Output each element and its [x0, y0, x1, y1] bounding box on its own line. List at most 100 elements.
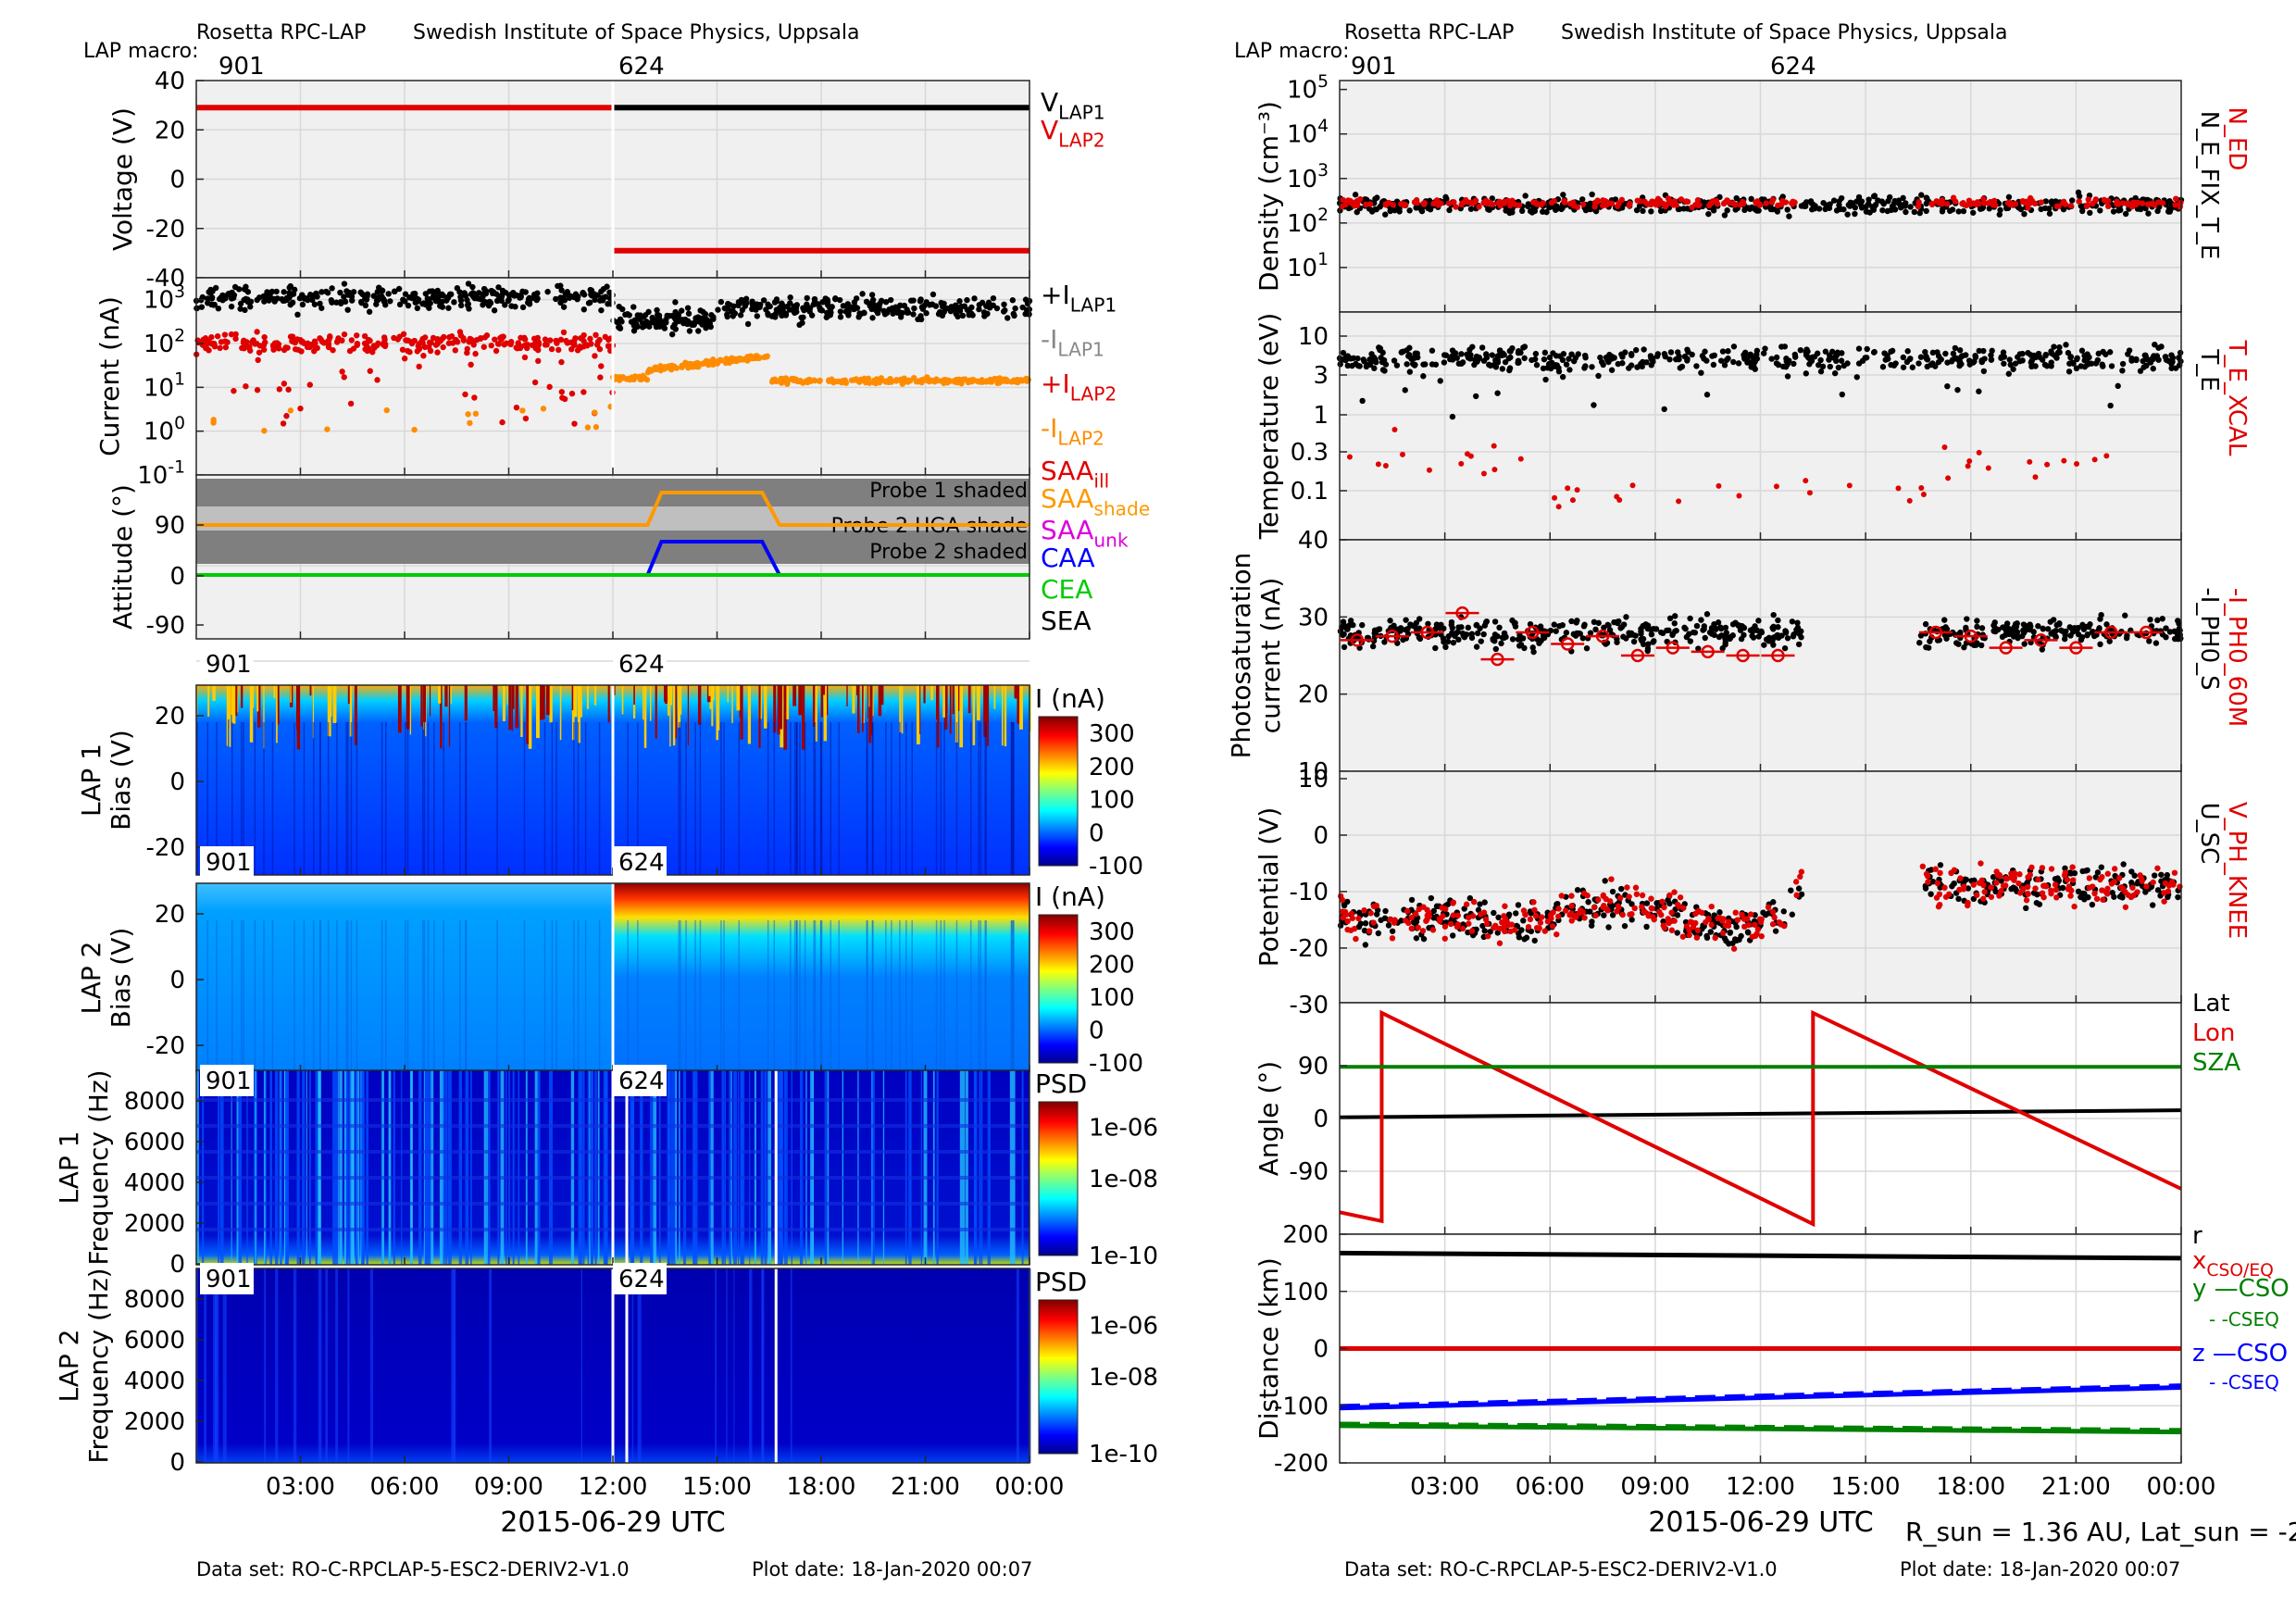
data-point: [669, 324, 677, 331]
data-point: [1471, 356, 1479, 363]
data-point: [437, 292, 443, 298]
data-point: [1695, 645, 1702, 652]
data-point: [2044, 461, 2051, 468]
data-point: [779, 300, 785, 306]
spectrogram-streak: [226, 685, 229, 746]
spectrogram-streak: [293, 1268, 297, 1463]
data-point: [525, 296, 532, 303]
data-point: [1951, 881, 1958, 887]
colorbar-tick-label: 200: [1089, 754, 1135, 781]
data-point: [2003, 627, 2010, 634]
spectrogram-streak: [799, 1070, 804, 1265]
data-point: [348, 337, 356, 344]
data-point: [299, 301, 306, 308]
spectrogram-streak: [536, 685, 540, 739]
spectrogram-streak: [441, 1070, 444, 1265]
spectrogram-streak: [670, 1070, 674, 1265]
data-point: [1985, 465, 1991, 471]
data-point: [725, 300, 731, 307]
data-point: [2143, 362, 2150, 369]
data-point: [2114, 198, 2120, 205]
data-point: [1555, 368, 1563, 375]
data-point: [605, 301, 611, 307]
data-point: [1636, 203, 1643, 209]
spectrogram-streak: [908, 1070, 912, 1265]
data-point: [1366, 206, 1373, 212]
data-point: [1807, 198, 1815, 205]
data-point: [1522, 193, 1529, 199]
spectrogram-streak: [637, 722, 639, 875]
data-point: [1956, 886, 1963, 893]
data-point: [1002, 376, 1008, 382]
spectrogram-streak: [381, 722, 383, 875]
data-point: [1769, 637, 1776, 643]
data-point: [402, 291, 409, 297]
data-point: [1469, 344, 1476, 350]
data-point: [1976, 880, 1983, 886]
data-point: [1449, 347, 1456, 354]
spectrogram-streak: [795, 722, 798, 875]
data-point: [1551, 621, 1557, 628]
macro-label-box: [613, 648, 667, 680]
data-point: [1686, 631, 1692, 637]
data-point: [1997, 206, 2003, 214]
data-point: [391, 334, 397, 342]
data-point: [1349, 915, 1356, 921]
data-point: [1713, 626, 1719, 632]
data-point: [1687, 638, 1694, 644]
data-point: [1551, 197, 1557, 205]
data-point: [554, 340, 560, 346]
data-point: [1770, 642, 1777, 648]
data-point: [243, 295, 249, 303]
data-point: [1429, 361, 1436, 368]
data-point: [1419, 928, 1427, 934]
y-axis-label: Temperature (eV): [1254, 313, 1284, 541]
spectrogram-streak: [804, 722, 806, 875]
spectrogram-streak: [783, 685, 788, 750]
y-tick-label: 102: [1287, 206, 1329, 238]
data-point: [911, 305, 917, 312]
data-point: [521, 342, 529, 349]
data-point: [1721, 362, 1728, 369]
spectrogram-streak: [640, 1070, 643, 1265]
data-point: [672, 308, 679, 316]
spectrogram-streak: [423, 1070, 425, 1265]
data-point: [817, 377, 823, 384]
y-tick-label: 20: [155, 117, 185, 144]
data-point: [1411, 199, 1418, 206]
spectrogram-streak: [878, 685, 882, 717]
data-point: [2087, 209, 2093, 217]
data-point: [645, 368, 653, 374]
colorbar-tick-label: 300: [1089, 918, 1135, 946]
spectrogram-streak: [943, 920, 945, 1072]
data-point: [2086, 354, 2092, 361]
spectrogram-streak: [312, 685, 314, 739]
data-point: [2035, 876, 2041, 883]
data-point: [1475, 906, 1482, 913]
spectrogram-streak: [1019, 685, 1023, 730]
macro-label-box: [200, 648, 254, 680]
data-point: [1531, 356, 1539, 363]
band-probe2-shaded: [196, 531, 1029, 564]
data-point: [1826, 356, 1832, 363]
data-point: [2081, 896, 2088, 903]
data-point: [413, 297, 420, 304]
data-point: [1433, 903, 1441, 909]
spectrogram-streak: [664, 685, 668, 705]
data-point: [350, 289, 357, 295]
data-point: [1404, 347, 1410, 354]
data-point: [2168, 365, 2175, 371]
data-point: [294, 346, 302, 353]
data-point: [1793, 892, 1800, 899]
data-point: [1566, 356, 1572, 362]
y-axis-label: LAP 2: [76, 942, 106, 1015]
data-point: [1532, 912, 1540, 919]
data-point: [362, 302, 369, 309]
data-point: [1359, 621, 1366, 629]
data-point: [1641, 198, 1648, 205]
x-tick-label: 03:00: [266, 1473, 335, 1501]
data-point: [1432, 644, 1439, 652]
y-axis-label: Voltage (V): [107, 107, 138, 251]
